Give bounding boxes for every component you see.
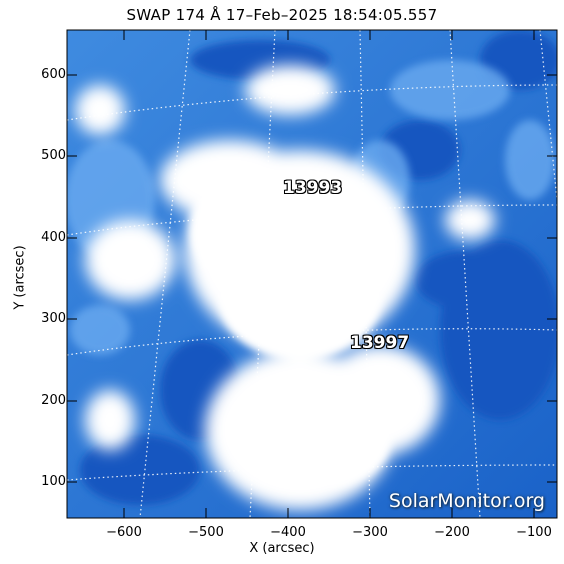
plot-frame — [66, 29, 558, 519]
x-tick-label: −500 — [188, 525, 224, 540]
y-tick-label: 300 — [41, 311, 66, 326]
x-tick-label: −100 — [516, 525, 552, 540]
x-axis-label: X (arcsec) — [249, 541, 315, 556]
y-axis-label: Y (arcsec) — [12, 245, 28, 310]
y-tick-label: 100 — [41, 474, 66, 489]
coronal-image — [67, 30, 557, 518]
axis-ticks — [67, 30, 557, 518]
active-region-label-13993: 13993 — [283, 178, 343, 198]
x-tick-label: −600 — [106, 525, 142, 540]
x-tick-label: −200 — [434, 525, 470, 540]
x-tick-label: −400 — [270, 525, 306, 540]
y-tick-label: 400 — [41, 230, 66, 245]
y-tick-label: 500 — [41, 148, 66, 163]
y-tick-label: 600 — [41, 67, 66, 82]
active-region-label-13997: 13997 — [350, 333, 410, 353]
watermark-logo: SolarMonitor.org — [388, 490, 545, 512]
y-tick-label: 200 — [41, 393, 66, 408]
x-tick-label: −300 — [352, 525, 388, 540]
image-title: SWAP 174 Å 17–Feb–2025 18:54:05.557 — [126, 6, 438, 24]
